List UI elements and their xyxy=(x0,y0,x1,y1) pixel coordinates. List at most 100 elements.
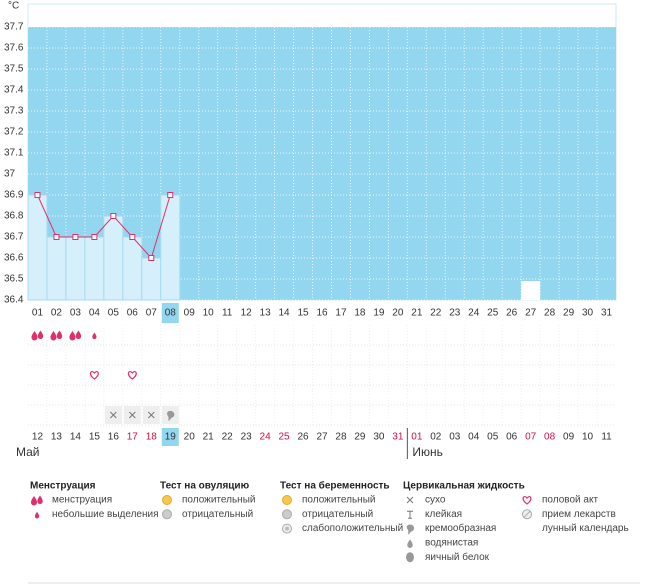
y-tick-label: 37.7 xyxy=(4,22,24,33)
y-tick-label: 37.4 xyxy=(4,85,24,96)
date-label: 08 xyxy=(544,432,556,443)
temp-bar xyxy=(46,236,67,301)
month-label: Май xyxy=(16,445,40,459)
dot xyxy=(162,509,172,520)
day-label: 09 xyxy=(184,308,196,319)
legend-item: положительный xyxy=(182,495,255,506)
legend-item: отрицательный xyxy=(302,509,373,520)
dot xyxy=(282,509,292,520)
icon xyxy=(30,495,43,506)
y-tick-label: 36.9 xyxy=(4,190,24,201)
drop xyxy=(37,330,44,340)
icon xyxy=(282,495,292,505)
temp-bar xyxy=(122,236,143,301)
date-label: 15 xyxy=(89,432,101,443)
heart xyxy=(89,370,99,380)
month-label: Июнь xyxy=(412,445,443,459)
icon xyxy=(34,511,40,519)
icon xyxy=(406,524,415,535)
temp-point xyxy=(91,234,98,240)
icon xyxy=(406,496,414,504)
icon xyxy=(282,509,292,520)
date-label: 26 xyxy=(297,432,309,443)
y-tick-label: 36.7 xyxy=(4,232,24,243)
date-label: 02 xyxy=(430,432,442,443)
y-tick-label: 36.4 xyxy=(4,295,24,306)
icon xyxy=(31,330,44,341)
day-label: 19 xyxy=(373,308,385,319)
temp-point xyxy=(53,234,60,240)
date-label: 22 xyxy=(222,432,234,443)
date-label: 19 xyxy=(165,432,177,443)
legend-item: менструация xyxy=(52,495,112,506)
day-label: 03 xyxy=(70,308,82,319)
day-label: 05 xyxy=(108,308,120,319)
legend-item: клейкая xyxy=(425,509,462,520)
day-label: 21 xyxy=(411,308,423,319)
cross xyxy=(406,496,414,504)
cross xyxy=(147,411,155,419)
day-label: 23 xyxy=(449,308,461,319)
egg-white xyxy=(406,552,414,563)
heart xyxy=(522,495,532,505)
date-label: 25 xyxy=(279,432,291,443)
icon xyxy=(167,410,175,421)
temp-point xyxy=(129,234,136,240)
legend-item: небольшие выделения xyxy=(52,508,159,520)
temp-bar xyxy=(65,236,86,301)
legend-item: отрицательный xyxy=(182,509,253,520)
day-label: 14 xyxy=(279,308,291,319)
legend-item: яичный белок xyxy=(425,551,490,563)
date-label: 13 xyxy=(51,432,63,443)
day-label: 28 xyxy=(544,308,556,319)
drop xyxy=(75,330,82,340)
today-date-box xyxy=(161,428,179,446)
icon xyxy=(406,552,414,563)
date-label: 12 xyxy=(32,432,44,443)
temp-line xyxy=(37,194,171,259)
legend-title: Цервикальная жидкость xyxy=(403,481,525,492)
temp-point xyxy=(148,255,155,261)
day-label: 13 xyxy=(260,308,272,319)
legend-title: Тест на беременность xyxy=(280,480,390,492)
icon xyxy=(92,332,97,340)
day-label: 27 xyxy=(525,308,537,319)
icon xyxy=(522,495,532,505)
legend-title: Тест на овуляцию xyxy=(160,481,250,492)
dot xyxy=(162,495,172,505)
drop xyxy=(31,331,38,341)
icon xyxy=(407,510,413,519)
legend-item: прием лекарств xyxy=(542,509,616,520)
date-label: 05 xyxy=(487,432,499,443)
legend-item: лунный календарь xyxy=(542,523,629,534)
day-label: 29 xyxy=(563,308,575,319)
mark-bg xyxy=(521,281,541,300)
drop xyxy=(50,331,57,341)
day-label: 17 xyxy=(335,308,347,319)
icon xyxy=(282,523,292,534)
date-label: 06 xyxy=(506,432,518,443)
date-label: 27 xyxy=(316,432,328,443)
legend-item: половой акт xyxy=(542,495,598,506)
legend-item: положительный xyxy=(302,495,375,506)
legend-item: сухо xyxy=(425,495,446,506)
drop xyxy=(92,332,97,340)
date-label: 20 xyxy=(184,432,196,443)
day-label: 26 xyxy=(506,308,518,319)
day-label: 31 xyxy=(601,308,613,319)
date-label: 23 xyxy=(241,432,253,443)
day-label: 06 xyxy=(127,308,139,319)
day-label: 18 xyxy=(354,308,366,319)
date-label: 10 xyxy=(582,432,594,443)
day-label: 25 xyxy=(487,308,499,319)
icon xyxy=(522,509,532,520)
legend-item: водянистая xyxy=(425,538,478,549)
icon xyxy=(147,411,155,419)
y-tick-label: 37.5 xyxy=(4,64,24,75)
date-label: 01 xyxy=(411,432,423,443)
moon xyxy=(524,523,529,534)
temp-point xyxy=(167,192,174,198)
legend-item: слабоположительный xyxy=(302,522,403,534)
